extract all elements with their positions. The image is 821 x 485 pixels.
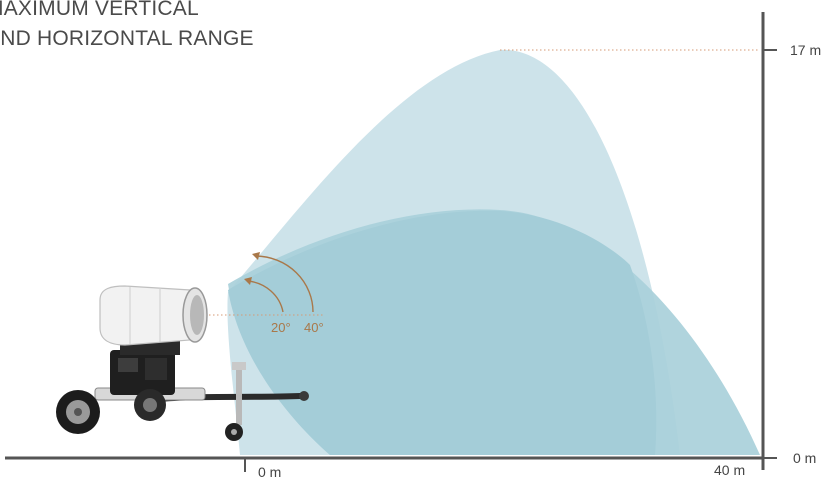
vertical-axis-top-label: 17 m [790, 42, 821, 58]
angle-arc-40 [255, 255, 314, 313]
title-line-2: AND HORIZONTAL RANGE [0, 27, 254, 50]
horizontal-axis-end-label: 40 m [714, 462, 746, 478]
angle-label-20: 20° [271, 320, 291, 335]
title-line-1: MAXIMUM VERTICAL [0, 0, 199, 20]
diagram-title: MAXIMUM VERTICAL AND HORIZONTAL RANGE [0, 0, 254, 54]
angle-arc-20 [247, 280, 284, 313]
angle-label-40: 40° [304, 320, 324, 335]
horizontal-axis-start-label: 0 m [258, 464, 282, 480]
angle-arrow-40 [252, 252, 260, 260]
spray-overlap [228, 210, 657, 455]
mist-cannon-icon [56, 285, 309, 441]
angle-arrow-20 [244, 277, 252, 285]
vertical-axis-bottom-label: 0 m [793, 450, 817, 466]
